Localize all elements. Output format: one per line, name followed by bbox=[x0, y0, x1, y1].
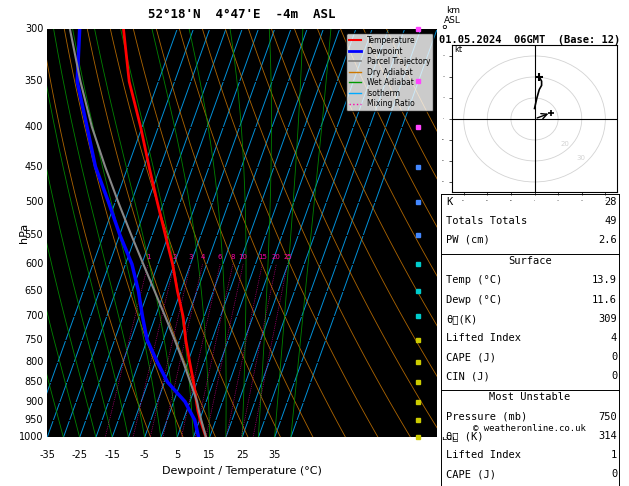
Text: 15: 15 bbox=[258, 254, 267, 260]
Text: 25: 25 bbox=[283, 254, 292, 260]
Text: 2: 2 bbox=[441, 357, 447, 366]
Text: 4: 4 bbox=[441, 260, 447, 269]
Text: 2: 2 bbox=[172, 254, 177, 260]
Text: 314: 314 bbox=[598, 431, 617, 441]
Text: Totals Totals: Totals Totals bbox=[447, 216, 528, 226]
Text: 25: 25 bbox=[236, 450, 248, 460]
Text: 49: 49 bbox=[604, 216, 617, 226]
Text: 1: 1 bbox=[441, 397, 447, 406]
Text: 1: 1 bbox=[146, 254, 150, 260]
Text: 0: 0 bbox=[611, 469, 617, 479]
Text: -35: -35 bbox=[39, 450, 55, 460]
Text: 5: 5 bbox=[174, 450, 181, 460]
Text: Pressure (mb): Pressure (mb) bbox=[447, 412, 528, 422]
Text: -5: -5 bbox=[140, 450, 150, 460]
Text: 4: 4 bbox=[611, 333, 617, 343]
Text: Dewp (°C): Dewp (°C) bbox=[447, 295, 503, 305]
Text: 10: 10 bbox=[238, 254, 248, 260]
Text: 650: 650 bbox=[25, 286, 43, 296]
Text: K: K bbox=[447, 196, 453, 207]
Text: Lifted Index: Lifted Index bbox=[447, 450, 521, 460]
Legend: Temperature, Dewpoint, Parcel Trajectory, Dry Adiabat, Wet Adiabat, Isotherm, Mi: Temperature, Dewpoint, Parcel Trajectory… bbox=[346, 33, 433, 111]
Text: 400: 400 bbox=[25, 122, 43, 132]
Text: -15: -15 bbox=[104, 450, 120, 460]
Text: Temp (°C): Temp (°C) bbox=[447, 276, 503, 285]
Text: 11.6: 11.6 bbox=[592, 295, 617, 305]
Text: -25: -25 bbox=[72, 450, 87, 460]
Text: 350: 350 bbox=[25, 76, 43, 87]
Text: 6: 6 bbox=[441, 162, 447, 171]
Text: 450: 450 bbox=[25, 162, 43, 172]
Text: 950: 950 bbox=[25, 415, 43, 425]
Text: 800: 800 bbox=[25, 357, 43, 367]
Text: km
ASL: km ASL bbox=[444, 6, 461, 25]
Text: © weatheronline.co.uk: © weatheronline.co.uk bbox=[474, 424, 586, 434]
Text: 850: 850 bbox=[25, 377, 43, 387]
Text: hPa: hPa bbox=[19, 223, 29, 243]
Text: 13.9: 13.9 bbox=[592, 276, 617, 285]
Text: Most Unstable: Most Unstable bbox=[489, 393, 571, 402]
Text: 8: 8 bbox=[231, 254, 235, 260]
Text: 500: 500 bbox=[25, 197, 43, 208]
Text: CIN (J): CIN (J) bbox=[447, 371, 490, 381]
Text: 6: 6 bbox=[218, 254, 222, 260]
Text: 0: 0 bbox=[611, 352, 617, 362]
Text: 01.05.2024  06GMT  (Base: 12): 01.05.2024 06GMT (Base: 12) bbox=[439, 35, 620, 45]
Text: 900: 900 bbox=[25, 397, 43, 407]
Text: 4: 4 bbox=[201, 254, 205, 260]
Text: CAPE (J): CAPE (J) bbox=[447, 469, 496, 479]
Text: PW (cm): PW (cm) bbox=[447, 235, 490, 245]
Text: CAPE (J): CAPE (J) bbox=[447, 352, 496, 362]
Text: 300: 300 bbox=[25, 24, 43, 34]
Text: θᴇ (K): θᴇ (K) bbox=[447, 431, 484, 441]
Text: 28: 28 bbox=[604, 196, 617, 207]
Text: 700: 700 bbox=[25, 312, 43, 321]
Text: Lifted Index: Lifted Index bbox=[447, 333, 521, 343]
Text: 0: 0 bbox=[611, 371, 617, 381]
Text: 3: 3 bbox=[441, 312, 447, 321]
Text: 600: 600 bbox=[25, 259, 43, 269]
Text: Dewpoint / Temperature (°C): Dewpoint / Temperature (°C) bbox=[162, 466, 322, 476]
Text: 15: 15 bbox=[203, 450, 216, 460]
Text: 7: 7 bbox=[441, 77, 447, 86]
Text: 2.6: 2.6 bbox=[598, 235, 617, 245]
Text: 35: 35 bbox=[269, 450, 281, 460]
Text: 750: 750 bbox=[25, 335, 43, 345]
Text: 52°18'N  4°47'E  -4m  ASL: 52°18'N 4°47'E -4m ASL bbox=[148, 8, 336, 21]
Text: 8: 8 bbox=[441, 25, 447, 34]
Text: Mixing Ratio (g/kg): Mixing Ratio (g/kg) bbox=[479, 191, 488, 276]
Text: Surface: Surface bbox=[508, 256, 552, 266]
Text: 550: 550 bbox=[25, 230, 43, 240]
Text: 1000: 1000 bbox=[19, 433, 43, 442]
Text: 750: 750 bbox=[598, 412, 617, 422]
Text: θᴇ(K): θᴇ(K) bbox=[447, 313, 477, 324]
Text: 3: 3 bbox=[188, 254, 193, 260]
Text: 1: 1 bbox=[611, 450, 617, 460]
Text: 20: 20 bbox=[272, 254, 281, 260]
Text: 309: 309 bbox=[598, 313, 617, 324]
Text: 5: 5 bbox=[441, 230, 447, 239]
Text: LCL: LCL bbox=[441, 433, 457, 442]
